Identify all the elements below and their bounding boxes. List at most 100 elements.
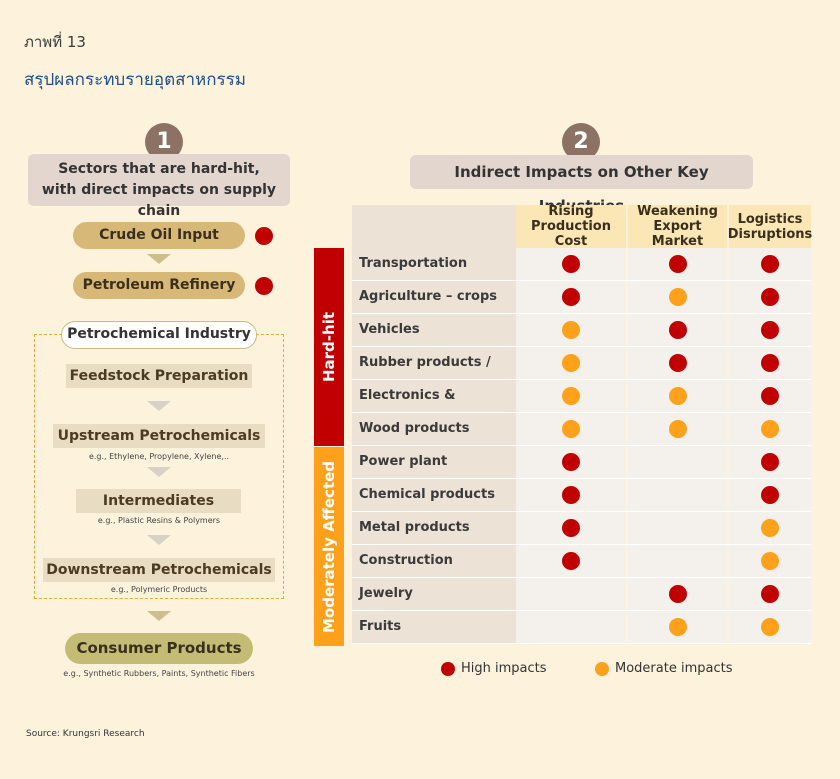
high-impact-dot <box>761 321 779 339</box>
table-row-label: Electronics & Appliances <box>352 380 516 435</box>
column-header-line: Export Market <box>651 219 704 249</box>
column-header-line: Rising <box>548 204 594 219</box>
moderate-impact-dot <box>668 288 687 306</box>
table-row-label: Wood products <box>352 413 516 445</box>
table-row-label: Power plant <box>352 446 516 478</box>
downstream-petrochemicals: Downstream Petrochemicals <box>43 558 275 582</box>
moderate-impact-dot <box>562 387 580 405</box>
high-impact-dot <box>562 255 580 273</box>
figure-title: สรุปผลกระทบรายอุตสาหกรรม <box>24 70 247 90</box>
legend-high-label: High impacts <box>461 661 547 676</box>
petrochemical-industry: Petrochemical Industry <box>61 321 257 349</box>
moderate-impact-dot <box>761 519 779 537</box>
table-row-label: Agriculture – crops <box>352 281 516 313</box>
intermediates: Intermediates <box>76 489 241 513</box>
high-impact-dot <box>761 354 779 372</box>
petroleum-refinery: Petroleum Refinery <box>73 272 245 299</box>
moderate-impact-dot <box>761 552 779 570</box>
column-header-line: Logistics <box>737 211 803 227</box>
row-divider <box>352 280 811 281</box>
legend-high-dot <box>441 662 455 676</box>
table-row-label: Jewelry <box>352 578 516 610</box>
left-panel-heading: Sectors that are hard-hit, with direct i… <box>28 154 290 219</box>
high-impact-dot <box>562 453 580 471</box>
moderate-impact-dot <box>668 618 687 636</box>
row-divider <box>352 346 811 347</box>
upstream-example: e.g., Ethylene, Propylene, Xylene,.. <box>88 452 230 461</box>
consumer-products: Consumer Products <box>65 633 253 664</box>
step-number-2: 2 <box>562 123 600 161</box>
right-panel-heading: Indirect Impacts on Other Key Industries <box>410 155 753 215</box>
group-label-hard-hit: Hard-hit <box>320 311 338 383</box>
row-divider <box>352 445 811 446</box>
high-impact-dot <box>562 288 580 306</box>
row-divider <box>352 577 811 578</box>
arrow-down-icon <box>147 467 171 477</box>
row-divider <box>352 511 811 512</box>
table-row-label: Fruits <box>352 611 516 643</box>
source-note: Source: Krungsri Research <box>26 729 145 739</box>
row-divider <box>352 478 811 479</box>
high-impact-dot <box>562 552 580 570</box>
high-impact-dot <box>668 321 687 339</box>
table-row-label: Chemical products <box>352 479 516 511</box>
row-divider <box>352 379 811 380</box>
legend-moderate-dot <box>595 662 609 676</box>
row-divider <box>352 412 811 413</box>
high-impact-dot <box>761 255 779 273</box>
moderate-impact-dot <box>761 618 779 636</box>
high-impact-dot <box>761 486 779 504</box>
high-impact-dot <box>761 288 779 306</box>
table-row-label: Construction materials <box>352 545 516 600</box>
arrow-down-icon <box>147 401 171 411</box>
column-header-export-market: Weakening Export Market <box>628 204 727 249</box>
table-row-label: Metal products <box>352 512 516 544</box>
intermediates-example: e.g., Plastic Resins & Polymers <box>97 516 221 525</box>
table-cell <box>628 545 727 577</box>
table-row-label: Transportation <box>352 248 516 280</box>
column-header-line: Production Cost <box>531 219 611 249</box>
figure-label: ภาพที่ 13 <box>24 33 86 51</box>
high-impact-dot <box>761 453 779 471</box>
table-row-label: Vehicles <box>352 314 516 346</box>
table-cell <box>628 512 727 544</box>
high-impact-dot <box>668 354 687 372</box>
column-header-rising-cost: Rising Production Cost <box>516 204 626 249</box>
column-header-line: Disruptions <box>727 226 813 242</box>
column-header-logistics: Logistics Disruptions <box>727 205 813 248</box>
moderate-impact-dot <box>562 420 580 438</box>
group-label-moderate: Moderately Affected <box>320 460 338 633</box>
high-impact-dot <box>562 486 580 504</box>
moderate-impact-dot <box>562 321 580 339</box>
left-heading-line2: with direct impacts on supply chain <box>41 182 277 219</box>
arrow-down-icon <box>147 535 171 545</box>
group-bar-moderate: Moderately Affected <box>314 447 344 646</box>
high-impact-dot <box>668 255 687 273</box>
table-cell <box>516 578 626 610</box>
left-heading-line1: Sectors that are hard-hit, <box>58 161 260 177</box>
row-divider <box>352 610 811 611</box>
row-divider <box>352 313 811 314</box>
moderate-impact-dot <box>761 420 779 438</box>
legend-moderate-label: Moderate impacts <box>615 661 733 676</box>
column-header-line: Weakening <box>637 204 718 219</box>
refinery-impact-dot <box>255 277 273 295</box>
table-cell <box>628 479 727 511</box>
high-impact-dot <box>562 519 580 537</box>
crude-oil-input: Crude Oil Input <box>73 222 245 249</box>
consumer-example: e.g., Synthetic Rubbers, Paints, Synthet… <box>63 669 255 678</box>
row-divider <box>352 544 811 545</box>
table-row-label: Rubber products / Tires <box>352 347 516 402</box>
feedstock-preparation: Feedstock Preparation <box>66 364 252 388</box>
group-bar-hard-hit: Hard-hit <box>314 248 344 446</box>
high-impact-dot <box>761 585 779 603</box>
moderate-impact-dot <box>668 387 687 405</box>
table-cell <box>516 611 626 643</box>
arrow-down-icon <box>147 611 171 621</box>
high-impact-dot <box>668 585 687 603</box>
moderate-impact-dot <box>668 420 687 438</box>
high-impact-dot <box>761 387 779 405</box>
upstream-petrochemicals: Upstream Petrochemicals <box>53 424 265 448</box>
moderate-impact-dot <box>562 354 580 372</box>
crude-oil-impact-dot <box>255 227 273 245</box>
